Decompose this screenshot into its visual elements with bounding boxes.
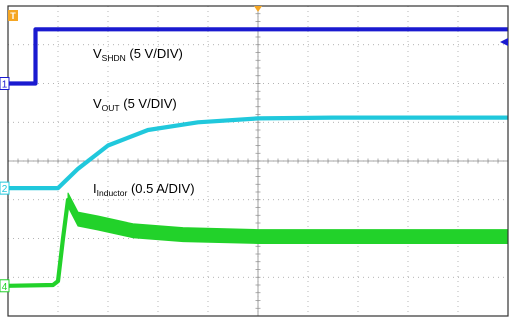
label-main: V (93, 46, 102, 61)
trace-label-channel-2: VOUT (5 V/DIV) (93, 96, 177, 113)
trace-channel-2 (8, 115, 508, 191)
label-scale: (0.5 A/DIV) (127, 181, 194, 196)
trigger-marker (8, 10, 18, 21)
channel-marker-label-2: 2 (2, 184, 8, 195)
label-main: V (93, 96, 102, 111)
channel-marker-label-1: 1 (2, 80, 8, 91)
label-subscript: Inductor (97, 188, 128, 198)
trigger-marker-label: T (10, 11, 16, 21)
label-scale: (5 V/DIV) (120, 96, 177, 111)
trace-label-channel-4: IInductor (0.5 A/DIV) (93, 181, 195, 198)
markers: 1 2 4 T (0, 6, 508, 293)
label-subscript: SHDN (102, 53, 126, 63)
label-scale: (5 V/DIV) (126, 46, 183, 61)
channel-marker-label-4: 4 (2, 282, 8, 293)
level-arrow-icon (500, 38, 508, 46)
traces (7, 27, 509, 288)
label-main: I (93, 181, 97, 196)
channel-marker-4 (0, 279, 10, 293)
trace-channel-1 (8, 27, 508, 86)
trace-label-channel-1: VSHDN (5 V/DIV) (93, 46, 183, 63)
label-subscript: OUT (102, 103, 120, 113)
channel-marker-1 (0, 77, 10, 90)
trace-labels: VSHDN (5 V/DIV)VOUT (5 V/DIV)IInductor (… (93, 46, 195, 198)
channel-marker-2 (0, 181, 10, 195)
trigger-position-icon (254, 6, 262, 12)
